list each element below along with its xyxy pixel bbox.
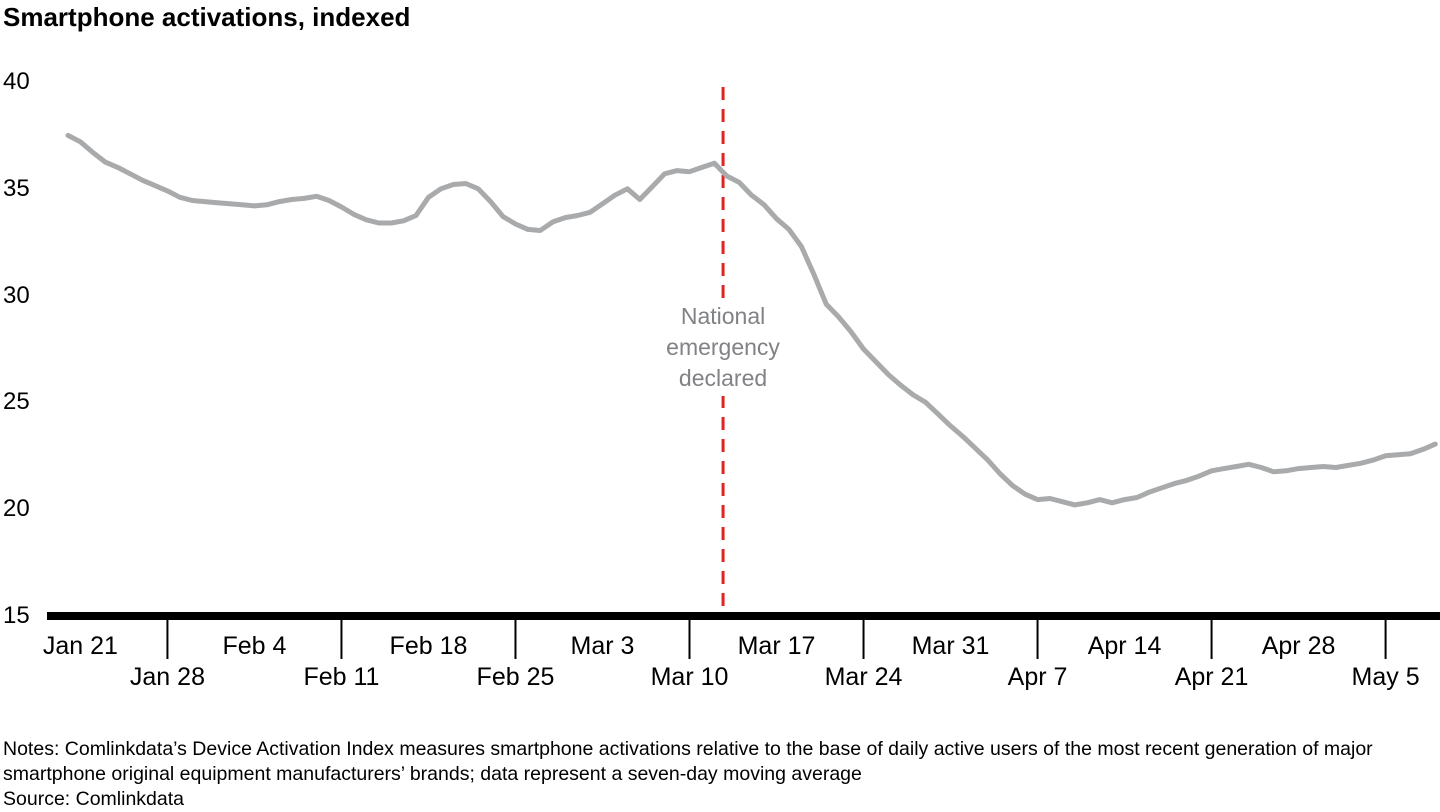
page-title: Smartphone activations, indexed	[3, 2, 411, 32]
x-axis-label: Mar 24	[824, 663, 903, 691]
x-axis-ticks	[166, 620, 1387, 659]
x-axis-label: May 5	[1351, 663, 1420, 691]
y-axis-label: 20	[3, 495, 30, 523]
x-axis-label: Apr 7	[1007, 663, 1068, 691]
y-axis-label: 15	[3, 602, 30, 629]
x-axis-label: Apr 14	[1087, 632, 1162, 660]
activations-series-line	[65, 132, 1438, 508]
annotation-line: emergency	[666, 334, 780, 360]
y-axis-label: 35	[3, 174, 30, 202]
x-axis-label: Mar 3	[570, 632, 635, 660]
x-axis-label: Apr 28	[1261, 632, 1336, 660]
x-axis-label: Mar 31	[911, 632, 990, 660]
annotation-line: declared	[678, 365, 768, 391]
annotation-line: National	[680, 303, 766, 329]
source-line: Source: Comlinkdata	[3, 788, 185, 810]
x-axis-label: Mar 10	[650, 663, 729, 691]
x-axis-label: Jan 28	[129, 663, 205, 691]
x-axis-label: Mar 17	[737, 632, 816, 660]
national-emergency-annotation: National emergency declared	[654, 299, 792, 396]
y-axis-label: 25	[3, 388, 30, 416]
footnotes: Notes: Comlinkdata’s Device Activation I…	[3, 737, 1373, 812]
x-axis-label: Feb 25	[476, 663, 555, 691]
x-axis-label: Feb 11	[303, 663, 380, 691]
y-axis-label: 30	[3, 281, 30, 309]
x-axis-label: Jan 21	[42, 632, 118, 660]
x-axis-label: Feb 4	[222, 632, 287, 660]
x-axis-label: Apr 21	[1174, 663, 1249, 691]
notes-line-1: Notes: Comlinkdata’s Device Activation I…	[3, 738, 1373, 760]
y-axis-label: 40	[3, 68, 30, 95]
x-axis-line	[47, 612, 1440, 620]
notes-line-2: smartphone original equipment manufactur…	[3, 763, 862, 785]
x-axis-label: Feb 18	[389, 632, 468, 660]
